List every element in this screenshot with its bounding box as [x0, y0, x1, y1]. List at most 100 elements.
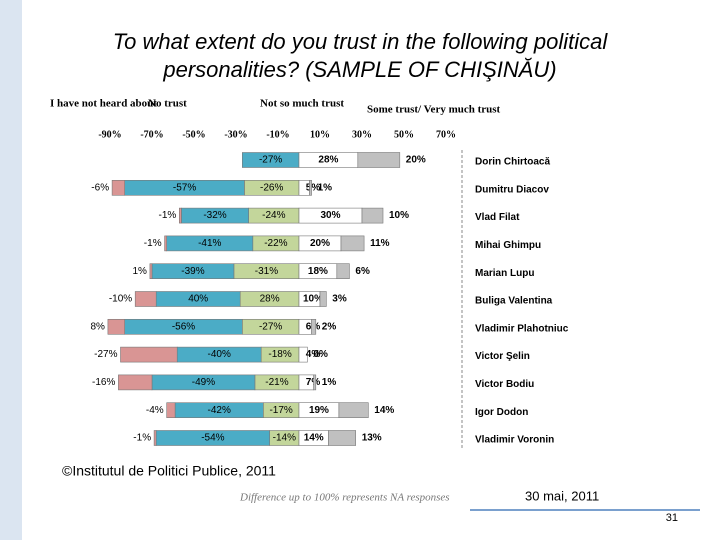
- value-label: 14%: [374, 405, 394, 416]
- chart-title: To what extent do you trust in the follo…: [112, 29, 608, 82]
- value-label: 20%: [406, 155, 426, 166]
- value-label: 5%: [306, 182, 321, 193]
- category-label: Victor Bodiu: [475, 379, 534, 390]
- x-tick-label: -50%: [182, 129, 205, 140]
- value-label: -24%: [262, 210, 285, 221]
- bar-segment: [164, 235, 168, 252]
- value-label: -39%: [181, 266, 204, 277]
- bar-segment: [328, 430, 356, 446]
- bar-segment: [179, 207, 182, 224]
- bar-segment: [309, 180, 312, 196]
- value-label: -56%: [172, 321, 195, 332]
- category-label: Marian Lupu: [475, 268, 534, 279]
- category-label: Victor Şelin: [475, 351, 530, 362]
- value-label: 30%: [320, 210, 340, 221]
- value-label: 13%: [362, 433, 382, 444]
- bar-segment: [111, 180, 125, 196]
- value-label: -32%: [203, 210, 226, 221]
- value-label: 28%: [260, 294, 280, 305]
- bar-segment: [313, 374, 317, 391]
- x-tick-label: 10%: [310, 129, 330, 140]
- value-label: 6%: [355, 266, 370, 277]
- value-label: -22%: [264, 238, 287, 249]
- value-label: 1%: [322, 377, 337, 388]
- value-label: -16%: [92, 377, 115, 388]
- value-label: 14%: [304, 433, 324, 444]
- bar-segment: [336, 263, 350, 280]
- value-label: 18%: [308, 266, 328, 277]
- value-label: 28%: [318, 155, 338, 166]
- value-label: -18%: [268, 349, 291, 360]
- value-label: 1%: [132, 266, 147, 277]
- bar-segment: [149, 263, 153, 280]
- bar-segment: [361, 207, 384, 224]
- category-label: Mihai Ghimpu: [475, 240, 541, 251]
- x-tick-label: 30%: [352, 129, 372, 140]
- date: 30 mai, 2011: [525, 488, 599, 503]
- value-label: -49%: [192, 377, 215, 388]
- value-label: -57%: [173, 182, 196, 193]
- value-label: -1%: [159, 210, 177, 221]
- value-label: -10%: [109, 294, 132, 305]
- x-tick-label: -10%: [266, 129, 289, 140]
- legend-label: Some trust/ Very much trust: [367, 104, 501, 116]
- value-label: 10%: [389, 210, 409, 221]
- value-label: -42%: [208, 405, 231, 416]
- value-label: 3%: [332, 294, 347, 305]
- bar-segment: [340, 235, 365, 252]
- bar-segment: [134, 291, 157, 307]
- bar-segment: [357, 152, 401, 168]
- value-label: 10%: [303, 294, 323, 305]
- value-label: 0%: [313, 349, 328, 360]
- value-label: -31%: [255, 266, 278, 277]
- legend-label: No trust: [148, 98, 187, 110]
- value-label: -27%: [259, 155, 282, 166]
- x-tick-label: 50%: [394, 129, 414, 140]
- category-label: Dumitru Diacov: [475, 184, 549, 195]
- value-label: 2%: [322, 321, 337, 332]
- value-label: -54%: [201, 433, 224, 444]
- bar-segment: [311, 318, 317, 335]
- value-label: -40%: [208, 349, 231, 360]
- legend-label: Not so much trust: [260, 98, 344, 110]
- value-label: 8%: [90, 321, 105, 332]
- x-tick-label: -90%: [98, 129, 121, 140]
- bar-segment: [298, 346, 308, 363]
- value-label: -1%: [133, 433, 151, 444]
- value-label: -41%: [198, 238, 221, 249]
- value-label: 19%: [309, 405, 329, 416]
- value-label: -21%: [265, 377, 288, 388]
- bar-segment: [120, 346, 178, 363]
- value-label: 7%: [306, 377, 321, 388]
- value-label: 40%: [188, 294, 208, 305]
- value-label: 4%: [306, 349, 321, 360]
- value-label: 11%: [370, 238, 390, 249]
- page-number: 31: [666, 512, 678, 524]
- value-label: -4%: [146, 405, 164, 416]
- category-label: Vladimir Plahotniuc: [475, 323, 569, 334]
- category-label: Dorin Chirtoacă: [475, 157, 550, 168]
- legend-label: I have not heard about: [50, 98, 157, 110]
- value-label: 20%: [310, 238, 330, 249]
- bar-segment: [153, 430, 157, 446]
- value-label: -1%: [144, 238, 162, 249]
- source: ©Institutul de Politici Publice, 2011: [62, 463, 276, 479]
- x-tick-label: -70%: [140, 129, 163, 140]
- category-label: Vladimir Voronin: [475, 435, 554, 446]
- value-label: -6%: [91, 182, 109, 193]
- bar-segment: [107, 318, 126, 335]
- value-label: -27%: [259, 321, 282, 332]
- value-label: -27%: [94, 349, 117, 360]
- left-band: [0, 0, 22, 540]
- category-label: Buliga Valentina: [475, 296, 553, 307]
- bar-segment: [319, 291, 327, 307]
- note: Difference up to 100% represents NA resp…: [239, 492, 450, 504]
- category-label: Igor Dodon: [475, 407, 528, 418]
- bar-segment: [166, 402, 176, 419]
- bar-segment: [118, 374, 153, 391]
- x-tick-label: 70%: [436, 129, 456, 140]
- value-label: 1%: [318, 182, 333, 193]
- x-tick-label: -30%: [224, 129, 247, 140]
- value-label: -14%: [273, 433, 296, 444]
